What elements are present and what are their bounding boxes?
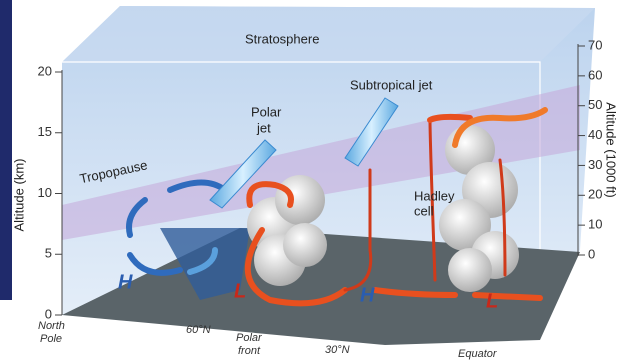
left-axis-title: Altitude (km): [11, 159, 26, 232]
hadley-cell-label: Hadley: [414, 188, 455, 203]
north-pole-label: Pole: [40, 333, 62, 345]
right-tick-label: 20: [588, 187, 602, 202]
arrow: [475, 295, 540, 298]
left-tick-label: 15: [38, 124, 52, 139]
right-tick-label: 40: [588, 127, 602, 142]
left-tick-label: 5: [45, 246, 52, 261]
cloud: [283, 223, 327, 267]
high-pressure: H: [118, 271, 133, 293]
box-top: [62, 6, 595, 62]
diagram: Stratosphere Tropopause Polar jet Subtro…: [0, 0, 618, 364]
high-pressure: H: [360, 284, 375, 306]
right-axis-title: Altitude (1000 ft): [604, 102, 618, 197]
low-pressure: L: [486, 290, 498, 312]
lat30-label: 30°N: [325, 344, 350, 356]
north-pole-label: North: [38, 320, 65, 332]
left-tick-label: 20: [38, 63, 52, 78]
right-tick-label: 60: [588, 67, 602, 82]
cloud: [448, 248, 492, 292]
hadley-cell-label: cell: [414, 203, 434, 218]
right-tick-label: 0: [588, 246, 595, 261]
stratosphere-label: Stratosphere: [245, 31, 319, 46]
polar-front-label: front: [238, 345, 261, 357]
polar-jet-label: Polar: [251, 104, 282, 119]
right-tick-label: 30: [588, 157, 602, 172]
cloud: [275, 175, 325, 225]
left-tick-label: 0: [45, 306, 52, 321]
polar-front-label: Polar: [236, 332, 263, 344]
equator-label: Equator: [458, 348, 498, 360]
low-pressure: L: [234, 280, 246, 302]
right-tick-label: 50: [588, 97, 602, 112]
lat60-label: 60°N: [186, 324, 211, 336]
right-tick-label: 70: [588, 37, 602, 52]
arrow: [430, 117, 470, 120]
edge-strip: [0, 0, 12, 300]
left-tick-label: 10: [38, 185, 52, 200]
polar-jet-label: jet: [256, 120, 271, 135]
subtropical-jet-label: Subtropical jet: [350, 77, 433, 92]
right-tick-label: 10: [588, 217, 602, 232]
